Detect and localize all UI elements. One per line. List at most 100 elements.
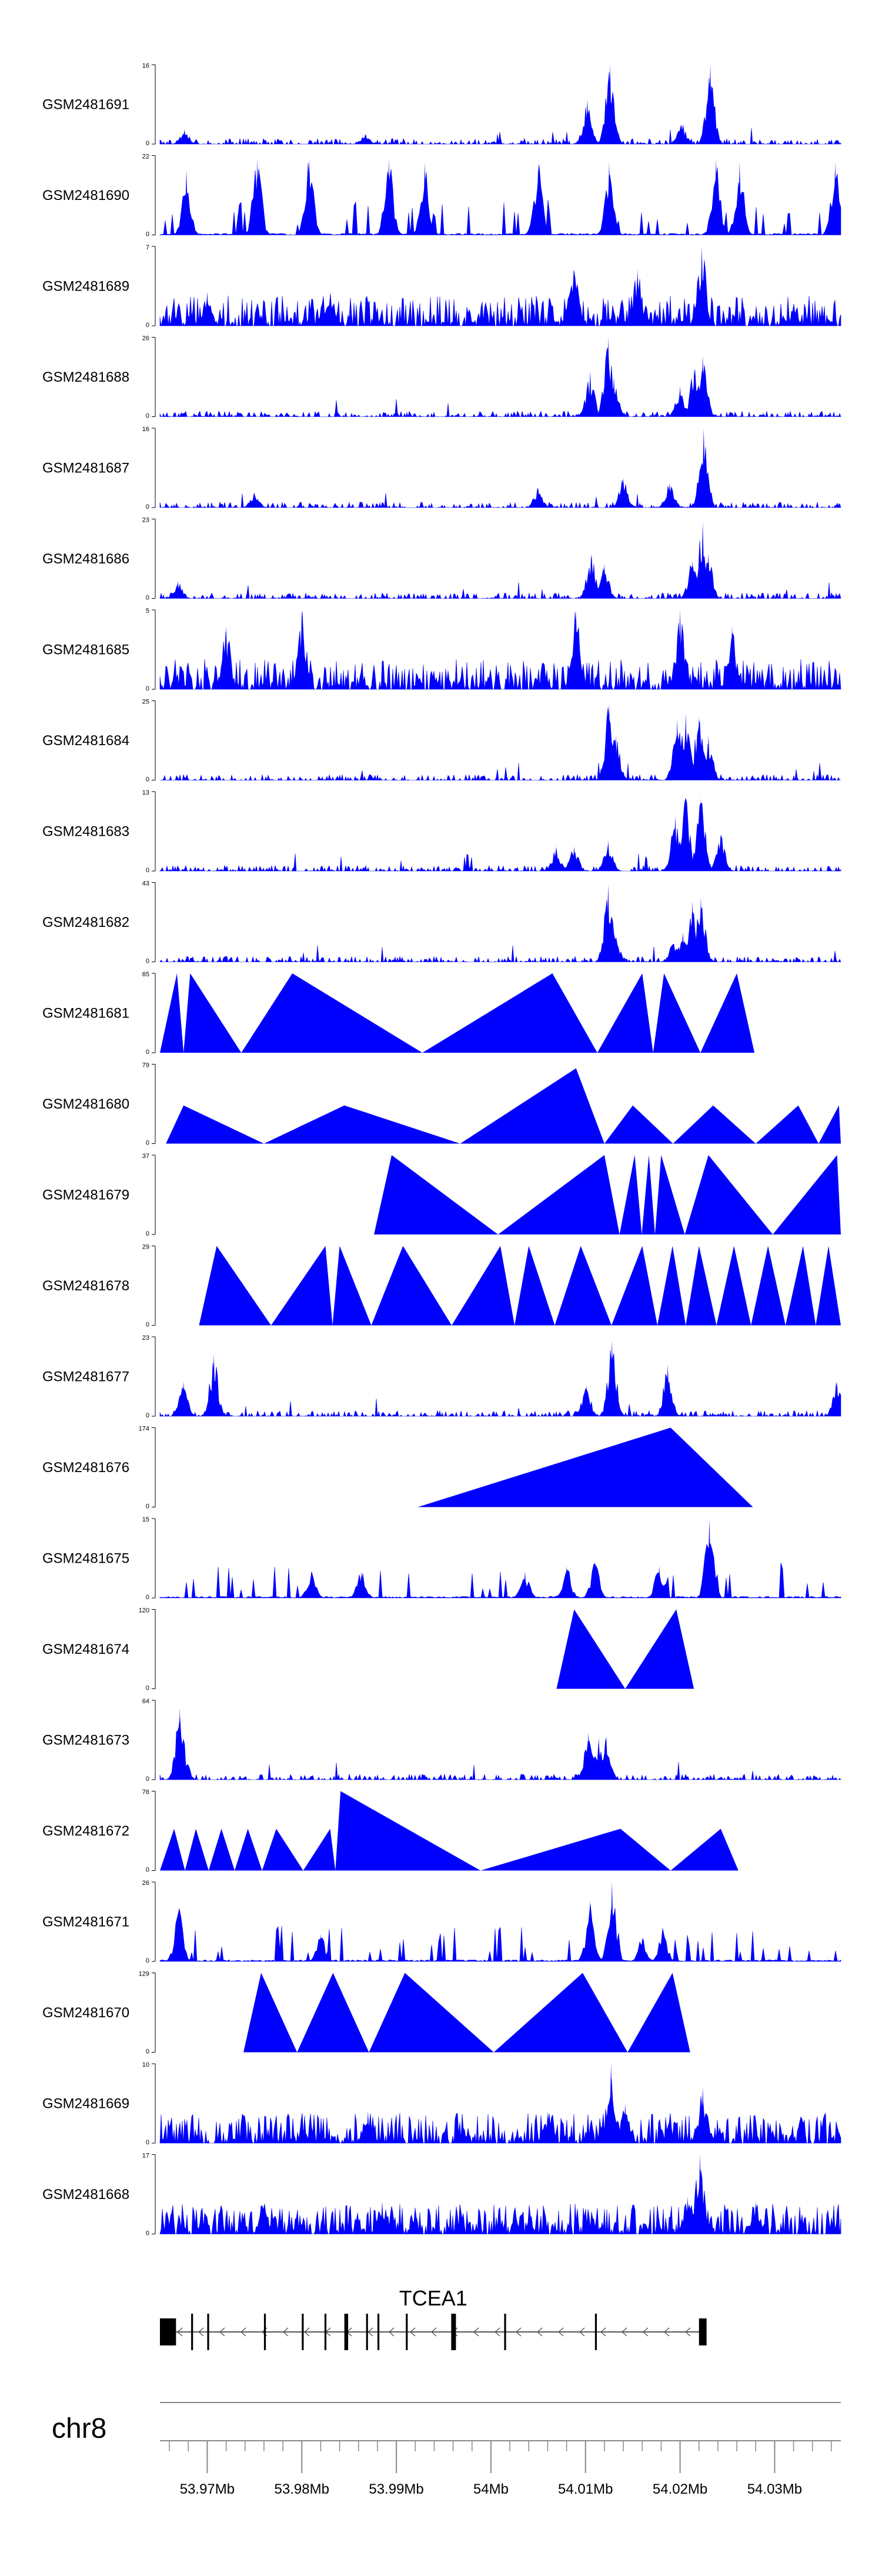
coverage-peak (262, 1828, 303, 1871)
coverage-peak (363, 134, 368, 144)
coverage-peak (698, 2154, 702, 2234)
strand-arrow (642, 2327, 649, 2337)
coverage-peak (818, 1105, 841, 1144)
coverage-peak (308, 159, 312, 235)
track-label: GSM2481682 (42, 915, 129, 930)
coverage-peak (751, 1246, 786, 1326)
coverage-peak (554, 846, 558, 871)
track-label: GSM2481671 (42, 1914, 129, 1930)
coverage-peak (684, 798, 688, 871)
y-tick-label-max: 17 (142, 2153, 149, 2160)
y-tick-label-zero: 0 (146, 1140, 149, 1147)
coverage-peak (673, 816, 677, 871)
track-label: GSM2481677 (42, 1369, 129, 1385)
coverage-peak (640, 1937, 644, 1961)
coverage-peak (263, 1105, 460, 1144)
coverage-peak (212, 1354, 216, 1416)
coverage-peak (584, 1385, 589, 1416)
track-label: GSM2481679 (42, 1187, 129, 1203)
y-tick-label-max: 16 (142, 426, 149, 433)
y-tick-label-zero: 0 (146, 231, 149, 238)
coverage-peak (369, 1973, 494, 2053)
strand-arrow (621, 2327, 627, 2337)
y-tick-label-max: 25 (142, 699, 149, 706)
strand-arrow (219, 2327, 225, 2337)
coverage-peak (205, 292, 209, 326)
track-label: GSM2481668 (42, 2187, 129, 2203)
coverage-peak (297, 1973, 369, 2053)
coverage-area (159, 162, 841, 235)
coverage-peak (480, 1828, 671, 1871)
coverage-area (159, 540, 841, 599)
axis-tick-label: 53.99Mb (369, 2481, 423, 2497)
y-tick-label-max: 65 (142, 971, 149, 978)
coverage-peak (224, 626, 228, 689)
coverage-peak (690, 560, 694, 599)
strand-arrow (198, 2327, 204, 2337)
gene-exon (160, 2318, 176, 2345)
track-label: GSM2481690 (42, 188, 129, 203)
coverage-peak (706, 553, 710, 599)
y-tick-label-zero: 0 (146, 2230, 149, 2237)
coverage-peak (625, 1609, 694, 1689)
y-tick-label-zero: 0 (146, 2139, 149, 2146)
coverage-peak (359, 1571, 363, 1598)
coverage-peak (606, 884, 610, 962)
y-tick-label-max: 120 (139, 1607, 149, 1614)
coverage-peak (387, 159, 391, 235)
track-label: GSM2481684 (42, 733, 129, 749)
strand-arrow (409, 2327, 416, 2337)
coverage-peak (614, 937, 618, 962)
track-GSM2481679: GSM2481679 37 0 (42, 1153, 841, 1237)
coverage-area (159, 260, 841, 327)
coverage-peak (681, 932, 685, 962)
coverage-peak (684, 1155, 773, 1234)
coverage-peak (678, 386, 682, 417)
coverage-peak (680, 124, 684, 144)
axis-tick-label: 53.98Mb (275, 2481, 329, 2497)
coverage-peak (593, 1561, 597, 1598)
track-label: GSM2481685 (42, 642, 129, 658)
coverage-peak (714, 159, 718, 235)
coverage-tracks: GSM2481691160GSM2481690220GSM248168970GS… (42, 62, 841, 2237)
y-tick-label-zero: 0 (146, 1230, 149, 1237)
strand-arrow (684, 2327, 691, 2337)
coverage-peak (572, 269, 576, 326)
coverage-peak (773, 1155, 841, 1234)
y-tick-label-max: 7 (146, 244, 149, 251)
y-tick-label-zero: 0 (146, 595, 149, 602)
y-tick-label-max: 23 (142, 517, 149, 524)
coverage-peak (493, 1973, 628, 2053)
coverage-peak (574, 610, 578, 689)
coverage-peak (332, 1246, 372, 1326)
gene-exon (207, 2314, 209, 2350)
strand-arrow (176, 2327, 183, 2337)
coverage-peak (699, 798, 703, 871)
coverage-peak (255, 159, 259, 235)
y-tick-label-zero: 0 (146, 503, 149, 510)
coverage-peak (606, 337, 610, 417)
coverage-peak (606, 840, 610, 871)
y-tick-label-max: 10 (142, 2061, 149, 2068)
coverage-peak (673, 1105, 756, 1144)
track-label: GSM2481672 (42, 1823, 129, 1839)
track-GSM2481686: GSM2481686 23 0 (42, 517, 841, 602)
track-label: GSM2481689 (42, 279, 129, 295)
strand-arrow (303, 2327, 310, 2337)
coverage-peak (270, 1246, 333, 1326)
track-GSM2481672: GSM2481672 76 0 (42, 1789, 739, 1874)
coverage-peak (707, 1519, 711, 1598)
coverage-peak (653, 973, 701, 1053)
y-tick-label-zero: 0 (146, 413, 149, 420)
coverage-peak (756, 1105, 819, 1144)
coverage-peak (675, 719, 679, 780)
coverage-peak (661, 1931, 665, 1961)
coverage-peak (252, 492, 256, 508)
coverage-peak (199, 1246, 271, 1326)
coverage-area (159, 1543, 841, 1599)
track-label: GSM2481678 (42, 1278, 129, 1294)
coverage-peak (833, 162, 837, 235)
track-label: GSM2481681 (42, 1006, 129, 1022)
coverage-peak (452, 1246, 515, 1326)
coverage-peak (701, 522, 705, 599)
